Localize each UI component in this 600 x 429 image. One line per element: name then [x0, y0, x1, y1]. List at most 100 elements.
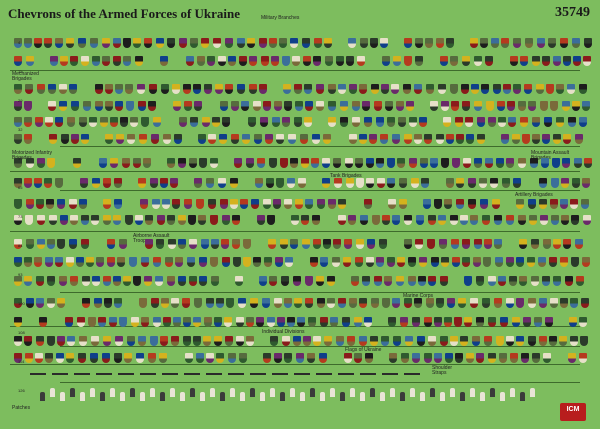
chevron-patch	[283, 84, 291, 94]
chevron-patch	[276, 178, 284, 188]
chevron-patch	[531, 276, 539, 286]
chevron-patch	[45, 257, 53, 267]
chevron-patch	[172, 84, 180, 94]
chevron-patch	[381, 84, 389, 94]
chevron-patch	[360, 38, 368, 48]
chevron-patch	[393, 336, 401, 346]
chevron-patch	[183, 84, 191, 94]
row-number: 84	[18, 243, 23, 248]
chevron-patch	[267, 317, 275, 327]
shoulder-strap	[50, 388, 55, 397]
chevron-patch	[399, 199, 407, 209]
chevron-patch	[556, 84, 564, 94]
chevron-patch	[484, 336, 492, 346]
chevron-patch	[304, 117, 312, 127]
chevron-patch	[579, 317, 587, 327]
chevron-patch	[311, 158, 319, 168]
shoulder-strap	[90, 388, 95, 397]
chevron-patch	[170, 178, 178, 188]
chevron-patch	[305, 101, 313, 111]
chevron-patch	[560, 199, 568, 209]
chevron-patch	[340, 117, 348, 127]
chevron-patch	[24, 336, 32, 346]
chevron-patch	[76, 257, 84, 267]
chevron-patch	[334, 178, 342, 188]
shoulder-strap	[360, 392, 365, 401]
chevron-patch	[445, 353, 453, 363]
chevron-patch	[156, 239, 164, 249]
chevron-patch	[34, 178, 42, 188]
chevron-patch	[215, 84, 223, 94]
chevron-patch	[148, 101, 156, 111]
label-tank-brigades: Tank Brigades	[330, 173, 362, 179]
chevron-patch	[24, 38, 32, 48]
chevron-patch	[327, 276, 335, 286]
chevron-patch	[440, 336, 448, 346]
chevron-patch	[396, 101, 404, 111]
chevron-patch	[190, 117, 198, 127]
chevron-patch	[141, 257, 149, 267]
chevron-patch	[34, 38, 42, 48]
chevron-patch	[144, 276, 152, 286]
chevron-patch	[479, 178, 487, 188]
chevron-patch	[560, 257, 568, 267]
chevron-patch	[228, 56, 236, 66]
chevron-patch	[138, 101, 146, 111]
chevron-patch	[468, 199, 476, 209]
chevron-patch	[542, 276, 550, 286]
chevron-patch	[47, 298, 55, 308]
chevron-patch	[24, 178, 32, 188]
chevron-patch	[516, 298, 524, 308]
chevron-patch	[338, 298, 346, 308]
chevron-patch	[417, 336, 425, 346]
chevron-patch	[382, 298, 390, 308]
chevron-patch	[567, 84, 575, 94]
chevron-patch	[49, 134, 57, 144]
shoulder-strap	[310, 388, 315, 397]
chevron-patch	[196, 353, 204, 363]
chevron-patch	[222, 257, 230, 267]
chevron-patch	[95, 84, 103, 94]
chevron-patch	[246, 317, 254, 327]
chevron-patch	[14, 158, 22, 168]
chevron-patch	[90, 353, 98, 363]
chevron-patch	[446, 134, 454, 144]
chevron-patch	[397, 257, 405, 267]
chevron-patch	[214, 317, 222, 327]
chevron-patch	[436, 298, 444, 308]
chevron-patch	[364, 117, 372, 127]
chevron-patch	[313, 336, 321, 346]
chevron-patch	[92, 276, 100, 286]
chevron-patch	[444, 317, 452, 327]
chevron-patch	[204, 317, 212, 327]
chevron-patch	[345, 158, 353, 168]
chevron-patch	[480, 38, 488, 48]
chevron-patch	[160, 56, 168, 66]
chevron-patch	[206, 298, 214, 308]
chevron-patch	[301, 158, 309, 168]
chevron-patch	[338, 84, 346, 94]
chevron-patch	[338, 199, 346, 209]
chevron-patch	[190, 38, 198, 48]
chevron-patch	[14, 199, 22, 209]
label-shoulder-straps: Shoulder Straps	[432, 365, 453, 376]
chevron-patch	[127, 134, 135, 144]
chevron-patch	[495, 257, 503, 267]
chevron-patch	[107, 239, 115, 249]
chevron-patch	[572, 38, 580, 48]
chevron-patch	[163, 317, 171, 327]
chevron-patch	[434, 353, 442, 363]
chevron-patch	[351, 276, 359, 286]
chevron-patch	[443, 117, 451, 127]
chevron-patch	[246, 158, 254, 168]
chevron-patch	[165, 257, 173, 267]
chevron-patch	[225, 84, 233, 94]
shoulder-strap	[530, 388, 535, 397]
flag-strip	[140, 373, 156, 375]
chevron-patch	[400, 317, 408, 327]
chevron-patch	[473, 257, 481, 267]
label-mechanized-brigades: Mechanized Brigades	[12, 71, 39, 82]
chevron-patch	[399, 178, 407, 188]
chevron-patch	[69, 199, 77, 209]
